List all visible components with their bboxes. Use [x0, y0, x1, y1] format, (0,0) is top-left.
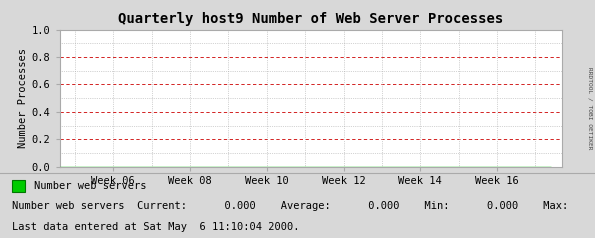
Text: Number web servers  Current:      0.000    Average:      0.000    Min:      0.00: Number web servers Current: 0.000 Averag…: [12, 201, 595, 211]
Text: RRDTOOL / TOBI OETIKER: RRDTOOL / TOBI OETIKER: [587, 67, 592, 149]
Text: Last data entered at Sat May  6 11:10:04 2000.: Last data entered at Sat May 6 11:10:04 …: [12, 222, 299, 232]
Y-axis label: Number Processes: Number Processes: [18, 48, 27, 148]
Text: Number web servers: Number web servers: [34, 181, 146, 191]
Title: Quarterly host9 Number of Web Server Processes: Quarterly host9 Number of Web Server Pro…: [118, 12, 503, 26]
